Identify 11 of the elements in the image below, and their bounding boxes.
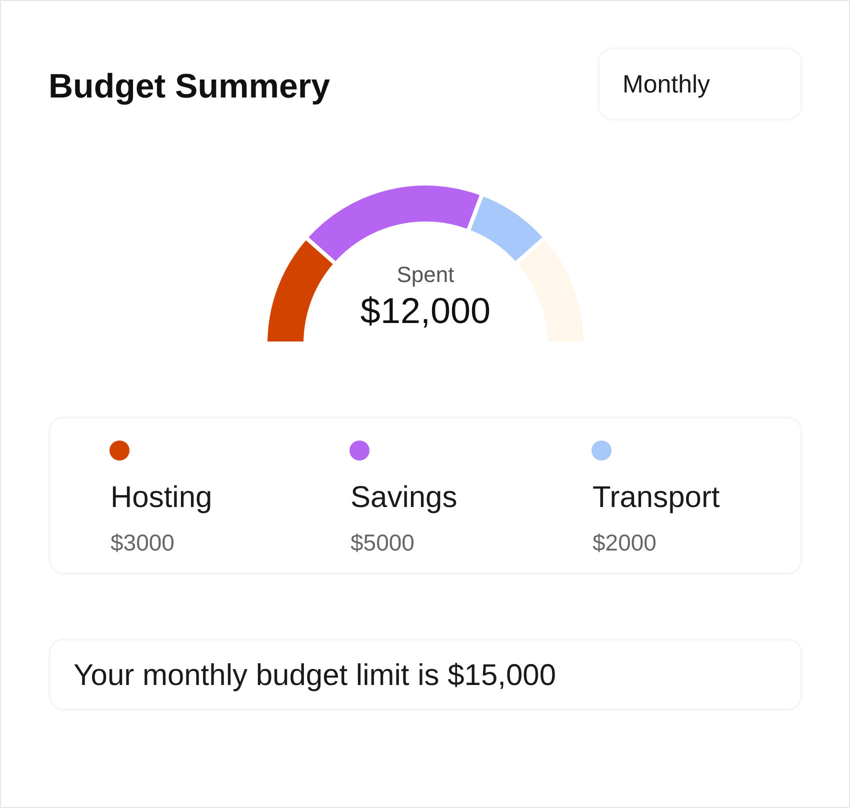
text: Spent (396, 262, 454, 287)
chart-title: Budget Summery (48, 68, 330, 106)
data-label: $5000 (350, 530, 414, 556)
text: Your monthly budget limit is $15,000 (74, 659, 556, 692)
data-label: $3000 (110, 530, 174, 556)
legend-label: Savings (350, 481, 458, 514)
legend-label: Transport (592, 481, 720, 514)
text: Monthly (622, 70, 711, 98)
text: $12,000 (360, 290, 491, 331)
data-label: $2000 (592, 530, 656, 556)
legend-label: Hosting (110, 481, 212, 514)
